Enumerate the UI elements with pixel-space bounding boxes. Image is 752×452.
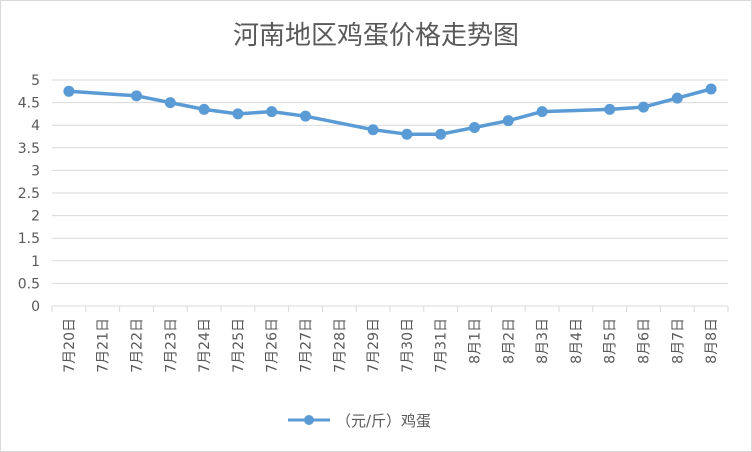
x-tick-label: 8月1日 <box>468 318 484 364</box>
x-tick-label: 8月2日 <box>501 318 517 364</box>
x-tick-label: 8月5日 <box>603 318 619 364</box>
data-point <box>367 124 379 136</box>
data-point <box>164 97 176 109</box>
data-point <box>131 90 142 102</box>
y-tick-label: 2 <box>31 209 40 225</box>
data-point <box>671 92 683 104</box>
legend-label: （元/斤）鸡蛋 <box>336 412 431 430</box>
x-tick-label: 7月23日 <box>163 318 179 373</box>
y-tick-label: 3.5 <box>18 141 40 157</box>
y-tick-label: 1.5 <box>18 231 40 247</box>
data-point <box>604 103 616 115</box>
data-point <box>266 106 278 118</box>
y-axis-ticks: 0 0.5 1 1.5 2 2.5 3 3.5 4 4.5 5 <box>18 73 40 315</box>
data-point <box>536 106 548 118</box>
data-point <box>469 121 480 133</box>
x-tick-label: 7月22日 <box>130 318 146 373</box>
x-tick-label: 7月20日 <box>62 318 78 373</box>
x-axis-ticks: 7月20日 7月21日 7月22日 7月23日 7月24日 7月25日 7月26日 7月27日… <box>51 306 729 373</box>
y-tick-label: 0.5 <box>18 276 40 292</box>
data-point <box>638 101 649 113</box>
y-tick-label: 2.5 <box>18 186 40 202</box>
series-layer <box>63 83 717 140</box>
x-tick-label: 8月4日 <box>569 318 585 364</box>
y-tick-label: 1 <box>31 254 40 270</box>
y-tick-label: 0 <box>31 299 40 315</box>
chart-title: 河南地区鸡蛋价格走势图 <box>233 21 519 51</box>
data-point <box>198 103 210 115</box>
y-tick-label: 3 <box>31 163 40 179</box>
legend-dot-marker <box>304 415 314 425</box>
x-tick-label: 7月26日 <box>265 318 281 373</box>
x-tick-label: 8月8日 <box>704 318 720 364</box>
x-tick-label: 7月25日 <box>231 318 247 373</box>
y-tick-label: 4 <box>31 118 40 134</box>
x-tick-label: 7月24日 <box>197 318 213 373</box>
x-tick-label: 7月28日 <box>332 318 348 373</box>
x-tick-label: 8月3日 <box>535 318 551 364</box>
data-point <box>300 110 311 122</box>
gridlines <box>52 79 728 307</box>
x-tick-label: 7月31日 <box>434 318 450 373</box>
data-point <box>63 85 75 97</box>
x-tick-label: 7月21日 <box>96 318 112 373</box>
y-tick-label: 5 <box>31 73 40 89</box>
data-point <box>401 128 413 140</box>
x-tick-label: 8月7日 <box>670 318 686 364</box>
data-point <box>435 128 447 140</box>
y-tick-label: 4.5 <box>18 96 40 112</box>
x-tick-label: 7月27日 <box>299 318 315 373</box>
data-point <box>502 115 514 127</box>
data-point <box>232 108 244 120</box>
x-tick-label: 7月30日 <box>400 318 416 373</box>
x-tick-label: 8月6日 <box>637 318 653 364</box>
data-point <box>705 83 717 95</box>
series-line <box>67 87 713 136</box>
x-tick-label: 7月29日 <box>366 318 382 373</box>
legend: （元/斤）鸡蛋 <box>288 412 431 430</box>
